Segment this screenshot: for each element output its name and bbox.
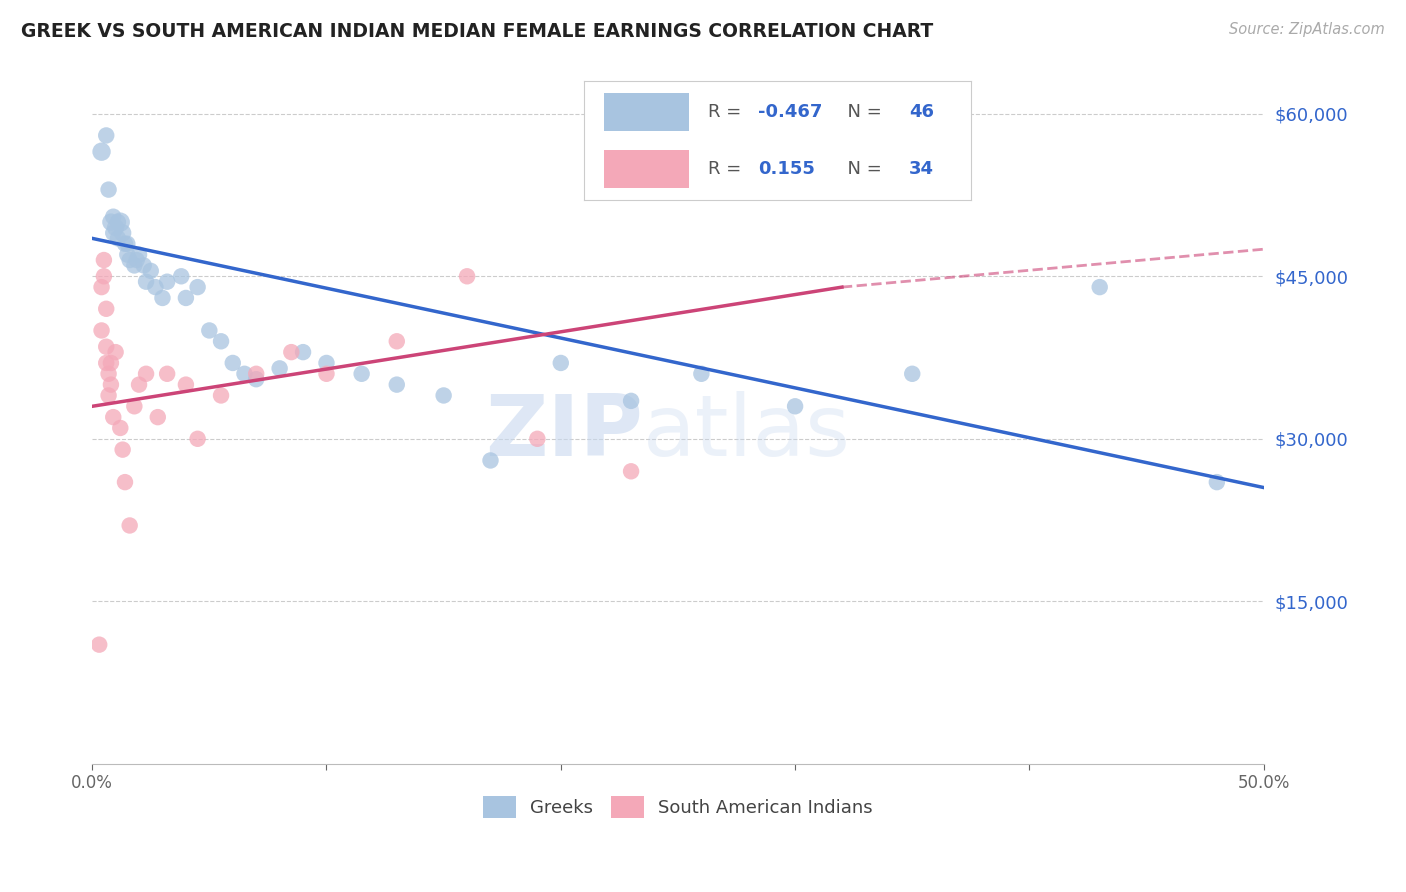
Point xyxy=(1205,475,1227,490)
Point xyxy=(145,280,167,294)
Point xyxy=(620,393,643,408)
Point xyxy=(107,215,129,229)
Point xyxy=(170,269,193,284)
Point xyxy=(350,367,373,381)
Point xyxy=(1088,280,1111,294)
Point xyxy=(89,638,111,652)
Point xyxy=(187,432,209,446)
Point xyxy=(785,399,807,413)
Point xyxy=(139,264,162,278)
Point xyxy=(245,367,267,381)
Point xyxy=(100,377,122,392)
Point xyxy=(222,356,245,370)
Point xyxy=(90,145,112,159)
Point xyxy=(111,442,134,457)
Point xyxy=(620,464,643,478)
Point xyxy=(97,367,120,381)
Point xyxy=(146,410,169,425)
Point xyxy=(90,323,112,337)
Point xyxy=(111,226,134,240)
Point xyxy=(128,247,150,261)
Point xyxy=(100,356,122,370)
Point xyxy=(315,356,337,370)
Point xyxy=(93,269,115,284)
Point xyxy=(93,253,115,268)
Text: GREEK VS SOUTH AMERICAN INDIAN MEDIAN FEMALE EARNINGS CORRELATION CHART: GREEK VS SOUTH AMERICAN INDIAN MEDIAN FE… xyxy=(21,22,934,41)
Point xyxy=(124,259,146,273)
Point xyxy=(100,215,122,229)
Point xyxy=(690,367,713,381)
Point xyxy=(433,388,456,402)
Point xyxy=(269,361,291,376)
Point xyxy=(901,367,924,381)
Point xyxy=(385,334,408,349)
Point xyxy=(118,253,141,268)
Point xyxy=(96,301,118,316)
Point xyxy=(96,356,118,370)
Point xyxy=(209,334,232,349)
Point xyxy=(117,236,139,251)
Point xyxy=(118,518,141,533)
Point xyxy=(174,291,197,305)
Point xyxy=(90,280,112,294)
Point xyxy=(479,453,502,467)
Point xyxy=(97,388,120,402)
Point xyxy=(128,377,150,392)
Point xyxy=(117,247,139,261)
Point xyxy=(103,210,125,224)
Point xyxy=(385,377,408,392)
Point xyxy=(209,388,232,402)
Point xyxy=(152,291,174,305)
Point xyxy=(292,345,315,359)
Text: Source: ZipAtlas.com: Source: ZipAtlas.com xyxy=(1229,22,1385,37)
Point xyxy=(135,275,157,289)
Point xyxy=(114,475,136,490)
Point xyxy=(198,323,221,337)
Point xyxy=(125,253,148,268)
Point xyxy=(156,367,179,381)
Point xyxy=(280,345,302,359)
Point xyxy=(124,399,146,413)
Point xyxy=(132,259,155,273)
Point xyxy=(96,340,118,354)
Text: ZIP: ZIP xyxy=(485,392,643,475)
Point xyxy=(233,367,256,381)
Point xyxy=(550,356,572,370)
Point xyxy=(107,231,129,245)
Point xyxy=(103,226,125,240)
Point xyxy=(110,421,132,435)
Point xyxy=(97,183,120,197)
Text: atlas: atlas xyxy=(643,392,851,475)
Point xyxy=(174,377,197,392)
Point xyxy=(135,367,157,381)
Point xyxy=(187,280,209,294)
Legend: Greeks, South American Indians: Greeks, South American Indians xyxy=(477,789,880,825)
Point xyxy=(114,236,136,251)
Point xyxy=(526,432,548,446)
Point xyxy=(245,372,267,386)
Point xyxy=(104,345,127,359)
Point xyxy=(96,128,118,143)
Point xyxy=(104,220,127,235)
Point xyxy=(110,215,132,229)
Point xyxy=(156,275,179,289)
Point xyxy=(103,410,125,425)
Point xyxy=(315,367,337,381)
Point xyxy=(456,269,478,284)
Point xyxy=(831,161,853,175)
